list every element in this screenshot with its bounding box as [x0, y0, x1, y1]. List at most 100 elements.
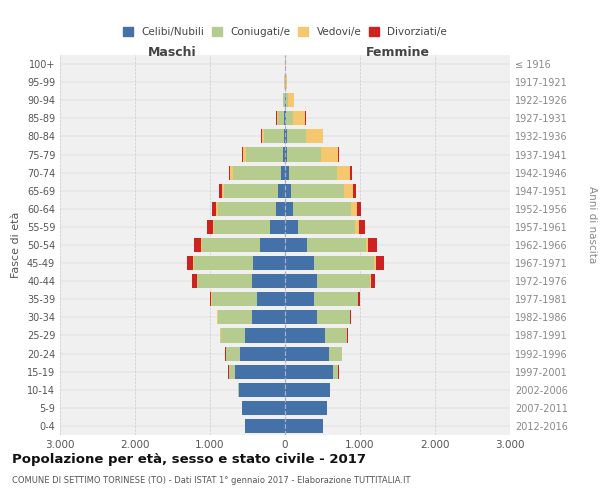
Bar — [226, 346, 240, 360]
Bar — [358, 292, 359, 306]
Bar — [201, 238, 202, 252]
Bar — [230, 166, 233, 179]
Bar — [187, 256, 193, 270]
Bar — [286, 75, 287, 89]
Bar — [219, 184, 222, 198]
Bar — [281, 166, 285, 179]
Bar — [337, 148, 338, 162]
Bar — [285, 93, 286, 108]
Text: Anni di nascita: Anni di nascita — [587, 186, 597, 264]
Bar — [286, 112, 293, 126]
Bar — [285, 166, 289, 179]
Bar — [239, 382, 285, 397]
Bar — [368, 238, 377, 252]
Bar — [221, 328, 245, 342]
Bar — [218, 310, 252, 324]
Bar — [284, 130, 285, 143]
Bar — [286, 93, 288, 108]
Bar — [307, 238, 366, 252]
Bar — [278, 112, 284, 126]
Bar — [276, 202, 285, 216]
Bar — [285, 220, 298, 234]
Bar — [252, 274, 285, 288]
Text: Femmine: Femmine — [365, 46, 430, 59]
Bar — [355, 220, 359, 234]
Bar — [343, 184, 353, 198]
Bar — [285, 148, 287, 162]
Bar — [285, 310, 317, 324]
Bar — [287, 130, 306, 143]
Bar — [285, 328, 325, 342]
Text: Popolazione per età, sesso e stato civile - 2017: Popolazione per età, sesso e stato civil… — [12, 452, 366, 466]
Bar — [321, 148, 337, 162]
Bar — [277, 112, 278, 126]
Bar — [278, 184, 285, 198]
Bar — [212, 292, 257, 306]
Bar — [257, 292, 285, 306]
Bar — [213, 220, 214, 234]
Bar — [260, 238, 285, 252]
Bar — [197, 274, 252, 288]
Bar — [233, 166, 281, 179]
Bar — [285, 419, 323, 433]
Text: COMUNE DI SETTIMO TORINESE (TO) - Dati ISTAT 1° gennaio 2017 - Elaborazione TUTT: COMUNE DI SETTIMO TORINESE (TO) - Dati I… — [12, 476, 410, 485]
Bar — [283, 93, 284, 108]
Bar — [287, 148, 321, 162]
Bar — [351, 202, 357, 216]
Bar — [240, 346, 285, 360]
Bar — [293, 112, 305, 126]
Bar — [194, 238, 201, 252]
Bar — [262, 130, 264, 143]
Bar — [317, 310, 349, 324]
Bar — [298, 220, 355, 234]
Bar — [285, 238, 307, 252]
Bar — [350, 166, 352, 179]
Bar — [374, 256, 376, 270]
Bar — [214, 220, 270, 234]
Bar — [289, 166, 337, 179]
Bar — [245, 419, 285, 433]
Bar — [291, 184, 343, 198]
Bar — [245, 328, 285, 342]
Bar — [285, 401, 327, 415]
Bar — [252, 310, 285, 324]
Bar — [285, 112, 286, 126]
Bar — [207, 220, 213, 234]
Bar — [359, 220, 365, 234]
Bar — [314, 292, 358, 306]
Bar — [246, 148, 283, 162]
Bar — [325, 328, 347, 342]
Bar — [210, 292, 211, 306]
Bar — [337, 166, 350, 179]
Bar — [314, 256, 374, 270]
Bar — [329, 346, 342, 360]
Bar — [222, 184, 223, 198]
Bar — [270, 220, 285, 234]
Bar — [283, 148, 285, 162]
Bar — [241, 148, 243, 162]
Legend: Celibi/Nubili, Coniugati/e, Vedovi/e, Divorziati/e: Celibi/Nubili, Coniugati/e, Vedovi/e, Di… — [120, 24, 450, 40]
Bar — [285, 382, 330, 397]
Text: Maschi: Maschi — [148, 46, 197, 59]
Bar — [285, 256, 314, 270]
Bar — [223, 184, 278, 198]
Bar — [202, 238, 260, 252]
Bar — [285, 346, 329, 360]
Bar — [285, 202, 293, 216]
Bar — [235, 364, 285, 378]
Bar — [242, 401, 285, 415]
Bar — [285, 130, 287, 143]
Bar — [285, 292, 314, 306]
Bar — [285, 184, 291, 198]
Bar — [285, 364, 333, 378]
Bar — [243, 148, 246, 162]
Bar — [293, 202, 351, 216]
Bar — [284, 112, 285, 126]
Bar — [193, 256, 253, 270]
Bar — [288, 93, 294, 108]
Bar — [306, 130, 323, 143]
Bar — [317, 274, 370, 288]
Bar — [218, 202, 276, 216]
Bar — [353, 184, 355, 198]
Bar — [370, 274, 371, 288]
